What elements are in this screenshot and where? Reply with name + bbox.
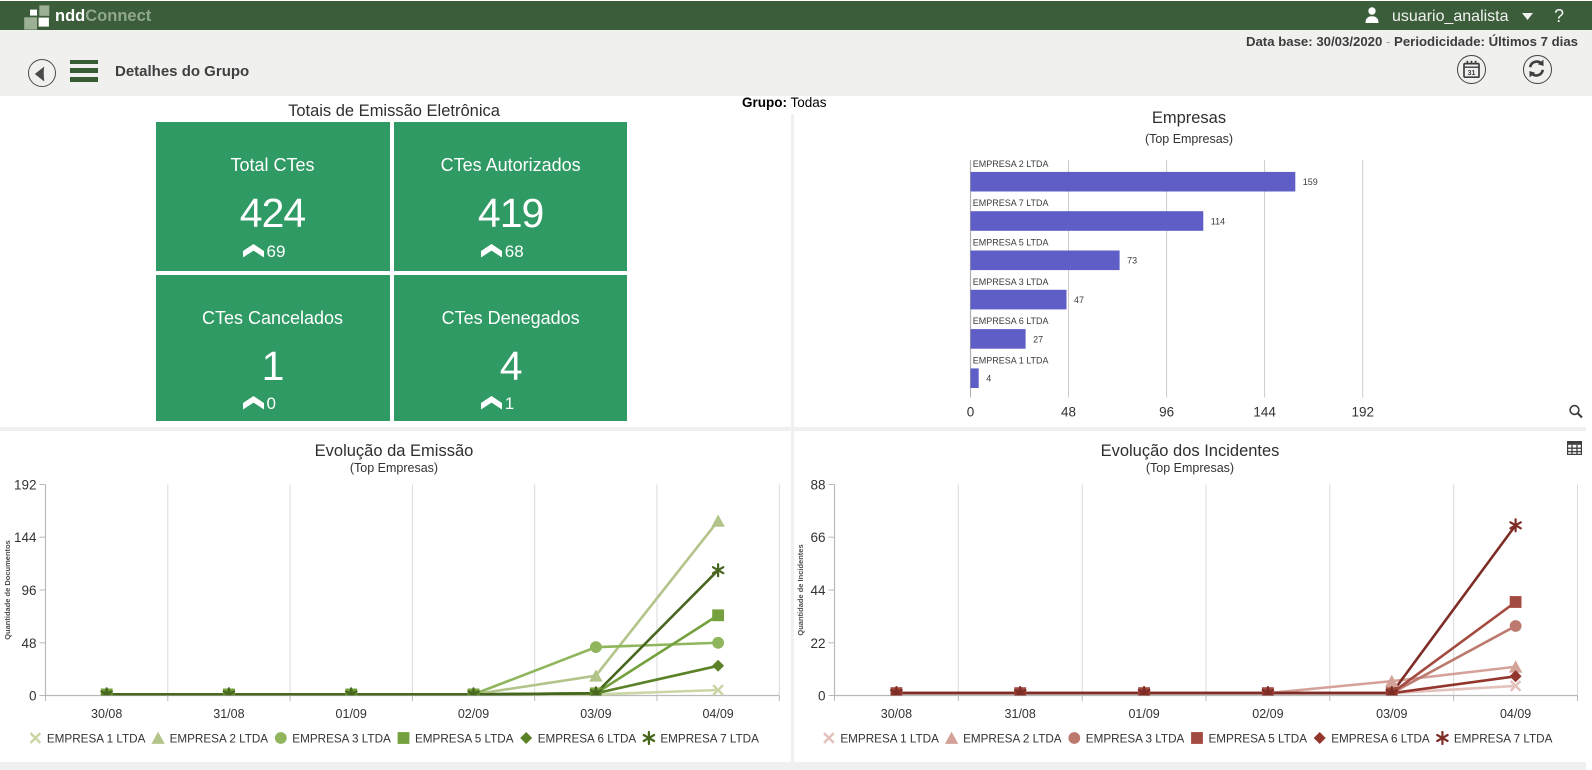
svg-text:22: 22: [810, 636, 825, 651]
svg-text:4: 4: [986, 374, 991, 384]
svg-text:EMPRESA 2 LTDA: EMPRESA 2 LTDA: [963, 733, 1062, 746]
svg-text:114: 114: [1211, 216, 1225, 226]
svg-text:EMPRESA 6 LTDA: EMPRESA 6 LTDA: [1331, 733, 1430, 746]
svg-text:03/09: 03/09: [580, 707, 611, 721]
svg-text:02/09: 02/09: [1252, 707, 1283, 721]
svg-text:01/09: 01/09: [1128, 707, 1159, 721]
svg-text:159: 159: [1303, 177, 1318, 187]
svg-text:31: 31: [1467, 69, 1475, 76]
svg-text:27: 27: [1033, 334, 1043, 344]
svg-text:EMPRESA 7 LTDA: EMPRESA 7 LTDA: [660, 733, 759, 746]
svg-text:EMPRESA 1 LTDA: EMPRESA 1 LTDA: [47, 733, 146, 746]
svg-text:EMPRESA 5 LTDA: EMPRESA 5 LTDA: [973, 237, 1049, 247]
svg-text:47: 47: [1074, 295, 1084, 305]
svg-text:0: 0: [29, 689, 37, 704]
svg-text:04/09: 04/09: [1500, 707, 1531, 721]
svg-text:Quantidade de Incidentes: Quantidade de Incidentes: [796, 544, 805, 635]
svg-text:144: 144: [14, 530, 37, 545]
svg-text:EMPRESA 6 LTDA: EMPRESA 6 LTDA: [973, 316, 1049, 326]
svg-text:(Top Empresas): (Top Empresas): [350, 461, 438, 475]
svg-text:EMPRESA 2 LTDA: EMPRESA 2 LTDA: [170, 733, 269, 746]
svg-text:EMPRESA 3 LTDA: EMPRESA 3 LTDA: [973, 277, 1049, 287]
svg-text:01/09: 01/09: [336, 707, 367, 721]
svg-text:EMPRESA 5 LTDA: EMPRESA 5 LTDA: [1209, 733, 1308, 746]
svg-text:EMPRESA 1 LTDA: EMPRESA 1 LTDA: [840, 733, 939, 746]
svg-text:Evolução da Emissão: Evolução da Emissão: [315, 442, 474, 460]
svg-text:30/08: 30/08: [91, 707, 122, 721]
svg-text:EMPRESA 6 LTDA: EMPRESA 6 LTDA: [538, 733, 637, 746]
svg-text:73: 73: [1127, 256, 1137, 266]
svg-text:EMPRESA 3 LTDA: EMPRESA 3 LTDA: [1086, 733, 1185, 746]
svg-text:96: 96: [21, 583, 36, 598]
svg-text:(Top Empresas): (Top Empresas): [1145, 132, 1233, 146]
svg-text:192: 192: [1351, 404, 1374, 419]
svg-text:48: 48: [1061, 404, 1076, 419]
svg-text:Quantidade de Documentos: Quantidade de Documentos: [3, 540, 12, 640]
svg-text:EMPRESA 7 LTDA: EMPRESA 7 LTDA: [1454, 733, 1553, 746]
svg-text:48: 48: [21, 636, 36, 651]
svg-text:88: 88: [810, 478, 825, 493]
svg-text:EMPRESA 3 LTDA: EMPRESA 3 LTDA: [292, 733, 391, 746]
svg-text:Empresas: Empresas: [1152, 109, 1226, 127]
svg-text:EMPRESA 1 LTDA: EMPRESA 1 LTDA: [973, 355, 1049, 365]
svg-text:02/09: 02/09: [458, 707, 489, 721]
svg-text:(Top Empresas): (Top Empresas): [1146, 461, 1234, 475]
svg-text:30/08: 30/08: [881, 707, 912, 721]
svg-text:0: 0: [967, 404, 975, 419]
svg-text:192: 192: [14, 478, 37, 493]
svg-text:31/08: 31/08: [1005, 707, 1036, 721]
svg-text:144: 144: [1253, 404, 1276, 419]
svg-text:EMPRESA 5 LTDA: EMPRESA 5 LTDA: [415, 733, 514, 746]
svg-text:96: 96: [1159, 404, 1174, 419]
svg-text:03/09: 03/09: [1376, 707, 1407, 721]
svg-text:44: 44: [810, 583, 826, 598]
svg-text:EMPRESA 7 LTDA: EMPRESA 7 LTDA: [973, 198, 1049, 208]
svg-text:04/09: 04/09: [702, 707, 733, 721]
svg-text:31/08: 31/08: [213, 707, 244, 721]
svg-text:EMPRESA 2 LTDA: EMPRESA 2 LTDA: [973, 159, 1049, 169]
svg-text:0: 0: [818, 689, 826, 704]
svg-text:Evolução dos Incidentes: Evolução dos Incidentes: [1101, 442, 1280, 460]
svg-text:66: 66: [810, 530, 825, 545]
